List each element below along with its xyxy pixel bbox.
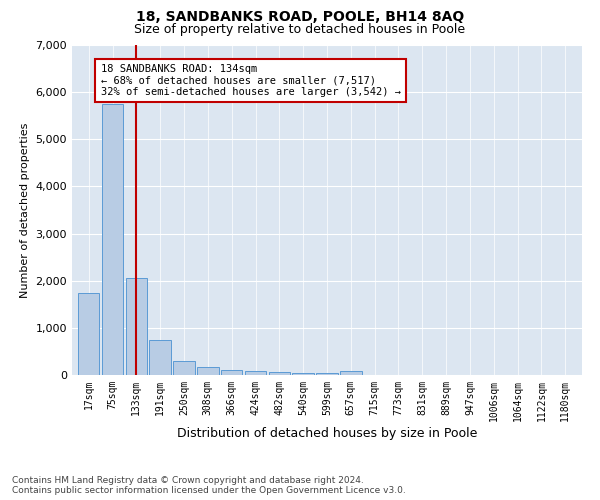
Bar [221,370,242,375]
Text: Size of property relative to detached houses in Poole: Size of property relative to detached ho… [134,22,466,36]
Bar [316,374,338,375]
Bar [269,372,290,375]
Text: Contains HM Land Registry data © Crown copyright and database right 2024.
Contai: Contains HM Land Registry data © Crown c… [12,476,406,495]
X-axis label: Distribution of detached houses by size in Poole: Distribution of detached houses by size … [177,426,477,440]
Bar [125,278,147,375]
Bar [292,373,314,375]
Y-axis label: Number of detached properties: Number of detached properties [20,122,30,298]
Text: 18 SANDBANKS ROAD: 134sqm
← 68% of detached houses are smaller (7,517)
32% of se: 18 SANDBANKS ROAD: 134sqm ← 68% of detac… [101,64,401,97]
Bar [245,372,266,375]
Bar [197,367,218,375]
Bar [340,372,362,375]
Bar [78,292,100,375]
Text: 18, SANDBANKS ROAD, POOLE, BH14 8AQ: 18, SANDBANKS ROAD, POOLE, BH14 8AQ [136,10,464,24]
Bar [173,361,195,375]
Bar [102,104,123,375]
Bar [149,340,171,375]
